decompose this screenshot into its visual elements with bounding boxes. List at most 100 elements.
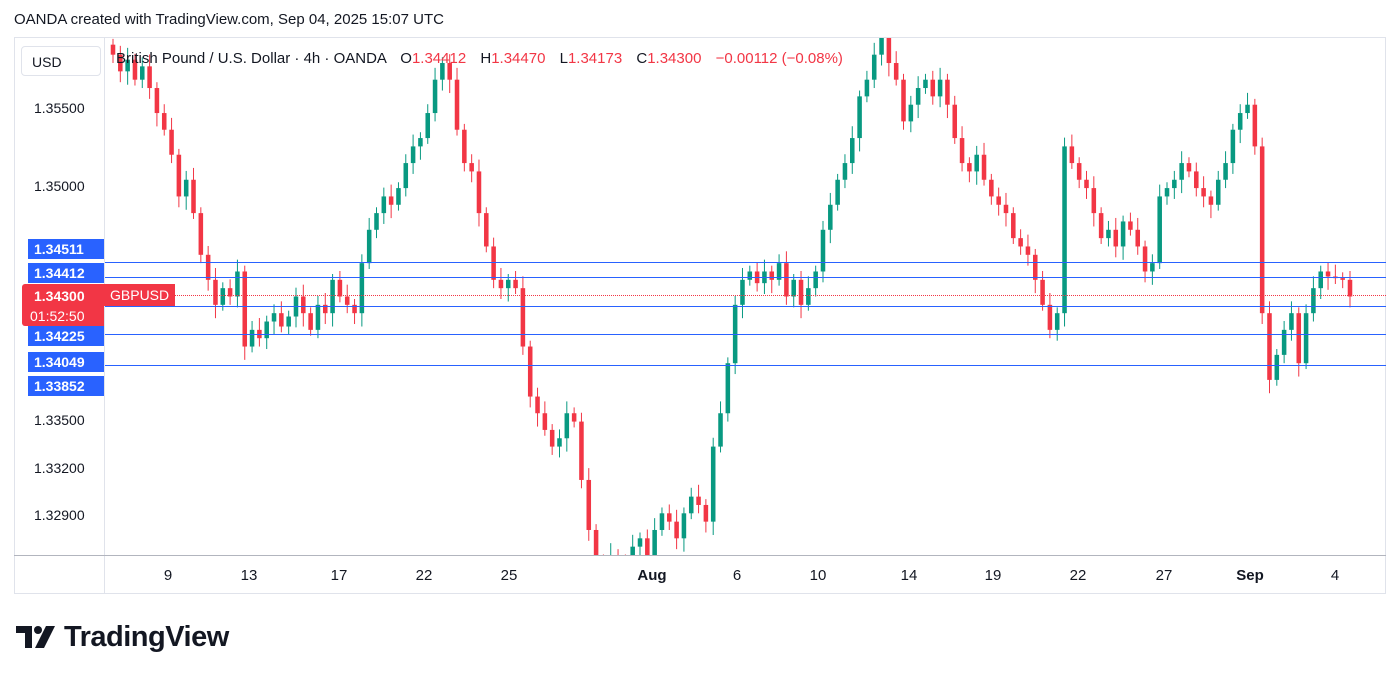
candle-up[interactable] [813,271,818,289]
candle-down[interactable] [535,396,540,414]
candle-up[interactable] [806,288,811,305]
candle-up[interactable] [410,146,416,164]
level-line-2[interactable] [105,277,1386,278]
candle-up[interactable] [1120,221,1126,247]
candle-up[interactable] [652,529,657,555]
candle-down[interactable] [1252,104,1258,147]
candle-down[interactable] [1040,279,1045,305]
candle-down[interactable] [1296,313,1302,364]
candle-up[interactable] [857,96,862,139]
candle-down[interactable] [344,296,350,305]
candle-up[interactable] [418,138,423,147]
candle-down[interactable] [1098,213,1104,239]
candle-up[interactable] [747,271,753,280]
candle-up[interactable] [235,271,240,297]
candle-down[interactable] [132,59,138,80]
candle-up[interactable] [1223,163,1228,180]
candle-up[interactable] [271,313,277,322]
candle-down[interactable] [118,54,123,72]
candle-down[interactable] [1018,238,1023,247]
candle-up[interactable] [1289,313,1294,330]
candle-up[interactable] [403,163,409,189]
chart-pane[interactable] [14,37,1386,594]
candle-up[interactable] [828,204,833,230]
candle-down[interactable] [1201,188,1206,197]
candle-down[interactable] [227,288,233,297]
candle-down[interactable] [1011,213,1016,239]
candle-down[interactable] [1032,254,1038,280]
candle-up[interactable] [505,279,511,289]
candle-down[interactable] [161,113,167,130]
candle-down[interactable] [1128,221,1133,230]
candle-down[interactable] [989,179,994,197]
candle-down[interactable] [198,213,204,255]
candle-down[interactable] [798,279,804,305]
candle-down[interactable] [1208,196,1214,205]
candle-up[interactable] [425,113,431,139]
candle-down[interactable] [645,538,650,555]
candle-up[interactable] [974,154,979,172]
candle-down[interactable] [337,279,343,297]
candle-up[interactable] [330,279,335,314]
candle-down[interactable] [484,213,489,247]
candlestick-series[interactable] [105,38,1386,555]
candle-up[interactable] [1164,188,1170,197]
candle-up[interactable] [440,63,445,80]
candle-up[interactable] [1237,113,1243,130]
level-tag[interactable]: 1.34412 [28,263,104,283]
candle-up[interactable] [249,329,255,347]
level-line-3[interactable] [105,306,1386,307]
candle-down[interactable] [952,104,958,139]
candle-up[interactable] [1245,104,1250,114]
candle-up[interactable] [1106,229,1111,239]
candle-up[interactable] [835,179,840,205]
currency-label[interactable]: USD [21,46,101,76]
candle-down[interactable] [1347,279,1353,297]
candle-down[interactable] [981,154,987,180]
candle-down[interactable] [1084,179,1089,189]
candle-down[interactable] [147,66,152,89]
level-line-1[interactable] [105,262,1386,263]
candle-down[interactable] [593,529,599,555]
candle-up[interactable] [381,196,387,214]
candle-down[interactable] [967,163,972,172]
candle-up[interactable] [864,79,870,97]
candle-down[interactable] [1325,271,1331,277]
candle-up[interactable] [366,229,372,264]
candle-down[interactable] [893,63,899,80]
candle-down[interactable] [1142,246,1148,272]
candle-up[interactable] [937,79,943,97]
candle-up[interactable] [557,438,562,447]
level-tag[interactable]: 1.34225 [28,326,104,346]
candle-up[interactable] [850,138,855,164]
candle-up[interactable] [630,546,635,555]
candle-down[interactable] [1267,313,1272,380]
candle-up[interactable] [820,229,826,272]
candle-down[interactable] [674,521,679,539]
candle-down[interactable] [213,279,218,305]
candle-up[interactable] [140,66,145,80]
candle-up[interactable] [374,213,379,230]
candle-down[interactable] [110,44,116,55]
candle-down[interactable] [454,79,460,130]
candle-down[interactable] [696,496,701,505]
candle-up[interactable] [1318,271,1323,289]
candle-up[interactable] [1172,179,1177,189]
candle-up[interactable] [1150,263,1155,272]
current-price-tag[interactable]: 1.34300 01:52:50 [22,284,104,326]
candle-up[interactable] [315,304,321,330]
candle-up[interactable] [1274,354,1280,380]
candle-up[interactable] [776,263,782,280]
candle-down[interactable] [498,279,504,289]
candle-down[interactable] [542,413,548,430]
candle-down[interactable] [308,313,313,330]
candle-up[interactable] [725,363,731,414]
candle-down[interactable] [769,271,775,280]
candle-down[interactable] [191,179,196,214]
candle-down[interactable] [1113,229,1119,247]
candle-down[interactable] [491,246,496,280]
candle-down[interactable] [784,263,789,297]
candle-down[interactable] [322,304,328,314]
candle-up[interactable] [286,316,291,327]
candle-down[interactable] [1259,146,1265,314]
